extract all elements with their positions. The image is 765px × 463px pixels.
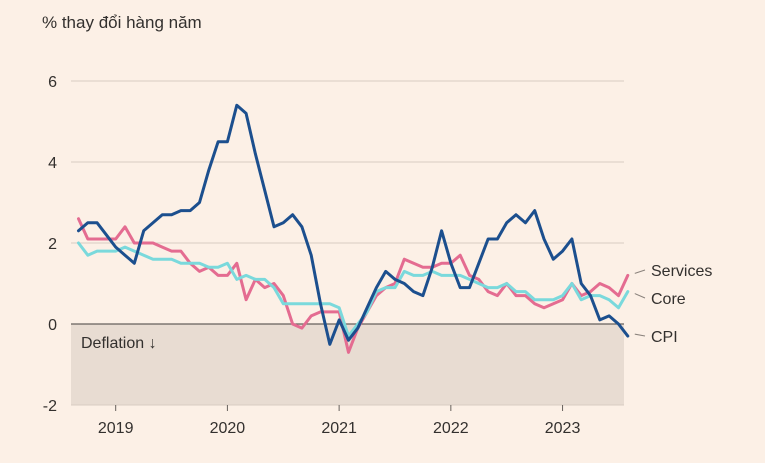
x-tick-label: 2022 [433,420,469,437]
legend-label-cpi: CPI [651,329,678,346]
y-tick-label: 0 [48,317,57,334]
legend-leader-core [634,293,646,299]
x-tick-label: 2019 [98,420,134,437]
y-axis-label: % thay đổi hàng năm [42,13,202,32]
x-tick-label: 2021 [321,420,357,437]
y-tick-label: 4 [48,155,57,172]
legend-leader-services [634,269,646,274]
y-tick-label: 2 [48,236,57,253]
x-tick-label: 2020 [210,420,246,437]
series-line-cpi [77,103,630,346]
x-tick-label: 2023 [545,420,581,437]
legend-label-services: Services [651,263,712,280]
y-tick-label: 6 [48,74,57,91]
legend-leader-cpi [634,333,646,337]
deflation-label: Deflation ↓ [81,335,157,352]
series-line-services [77,217,630,354]
y-tick-label: -2 [43,398,57,415]
series-line-core [77,241,630,338]
legend-label-core: Core [651,291,686,308]
